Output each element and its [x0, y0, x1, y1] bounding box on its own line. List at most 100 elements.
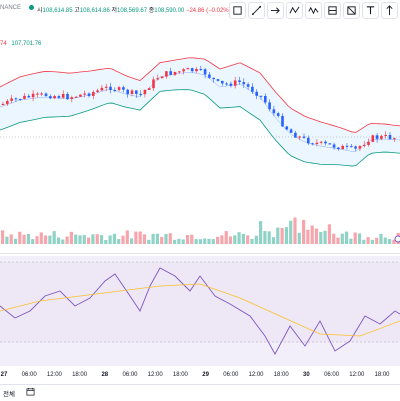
volume-bar — [392, 239, 396, 244]
trend-line-button[interactable] — [248, 2, 265, 19]
price-chart[interactable] — [0, 20, 400, 250]
bb-value-basis: 107,701.76 — [11, 41, 42, 47]
candle-body — [216, 79, 220, 81]
candle-body — [44, 93, 48, 97]
candle-body — [328, 143, 332, 145]
text-icon — [366, 6, 375, 15]
rectangle-tool-button[interactable] — [229, 2, 246, 19]
zigzag-tool-button[interactable] — [305, 2, 322, 19]
volume-bar — [349, 238, 353, 244]
volume-bar — [353, 232, 357, 244]
candle-body — [268, 102, 271, 110]
candle-body — [371, 135, 375, 142]
volume-bar — [26, 233, 30, 244]
calendar-icon[interactable] — [26, 387, 35, 396]
volume-bar — [48, 235, 52, 244]
volume-bar — [220, 235, 224, 244]
candle-body — [393, 138, 396, 140]
volume-bar — [250, 238, 254, 244]
candle-body — [203, 69, 207, 75]
time-tick: 30 — [303, 372, 310, 378]
volume-bar — [147, 239, 151, 244]
volume-bar — [185, 235, 190, 244]
volume-bar — [306, 229, 310, 244]
volume-bar — [267, 231, 271, 244]
rsi-line — [0, 267, 400, 355]
volume-bar — [112, 233, 116, 244]
candle-body — [100, 87, 104, 91]
candle-body — [233, 80, 237, 86]
pattern-tool-button[interactable] — [286, 2, 303, 19]
zigzag-icon — [308, 6, 319, 15]
volume-bar — [302, 219, 306, 244]
candle-body — [341, 145, 344, 150]
candle-body — [259, 95, 263, 97]
volume-bar — [173, 239, 177, 244]
volume-bar — [310, 225, 314, 244]
close-value: 108,590.00 — [154, 8, 185, 14]
bollinger-lower-line — [0, 89, 400, 167]
volume-bar — [56, 237, 61, 244]
time-tick: 06:00 — [324, 372, 340, 378]
volume-bar — [190, 234, 194, 244]
volume-bar — [91, 234, 95, 244]
low-label: 저 — [111, 8, 117, 14]
candle-body — [298, 136, 301, 138]
volume-bar — [332, 233, 336, 244]
market-status-dot — [29, 5, 34, 10]
short-position-icon — [347, 6, 356, 15]
pane-divider[interactable] — [0, 253, 400, 254]
candle-body — [27, 95, 31, 98]
volume-bar — [168, 233, 172, 244]
volume-bar — [233, 235, 237, 244]
volume-bar — [237, 232, 241, 244]
long-position-button[interactable] — [324, 2, 341, 19]
volume-bar — [263, 231, 267, 244]
short-position-button[interactable] — [343, 2, 360, 19]
volume-bar — [134, 231, 138, 244]
time-axis[interactable]: 27 06:00 12:00 18:00 28 06:00 12:00 18:00 29 06:0… — [0, 368, 400, 382]
candle-body — [285, 126, 289, 130]
volume-bar — [160, 237, 164, 244]
high-value: 108,614.86 — [79, 8, 110, 14]
volume-bar — [241, 233, 245, 244]
candle-body — [87, 93, 91, 96]
symbol-name[interactable]: NANCE — [0, 5, 22, 11]
candle-body — [143, 89, 147, 95]
candle-body — [6, 100, 9, 104]
rsi-pane[interactable] — [0, 256, 400, 366]
text-tool-button[interactable] — [362, 2, 379, 19]
volume-bar — [121, 235, 125, 244]
volume-bar — [314, 228, 319, 244]
high-label: 고 — [74, 8, 80, 14]
candle-body — [152, 79, 155, 89]
volume-bar — [383, 237, 387, 244]
volume-bar — [9, 234, 13, 244]
time-tick: 18:00 — [172, 372, 188, 378]
candle-body — [135, 90, 138, 94]
low-value: 108,569.67 — [117, 8, 148, 14]
change-value: −24.86 (−0.02%) — [185, 8, 231, 14]
volume-bar — [211, 238, 215, 244]
candle-body — [49, 96, 52, 99]
volume-bar — [155, 233, 159, 244]
measure-icon — [386, 5, 393, 16]
volume-bar — [280, 227, 284, 244]
time-tick: 12:00 — [147, 372, 163, 378]
rsi-chart — [0, 261, 400, 355]
arrow-tool-button[interactable] — [267, 2, 284, 19]
volume-bar — [78, 235, 82, 244]
candle-body — [246, 84, 250, 87]
candle-body — [380, 135, 383, 139]
volume-bar — [366, 237, 370, 244]
candle-body — [272, 109, 276, 114]
volume-bar — [125, 230, 129, 244]
volume-bar — [362, 239, 366, 244]
volume-bar — [13, 238, 18, 244]
time-tick: 27 — [0, 372, 8, 378]
range-all-button[interactable]: 전체 — [3, 391, 15, 398]
candle-body — [57, 96, 61, 98]
candle-body — [190, 68, 194, 72]
measure-tool-button[interactable] — [381, 2, 398, 19]
bollinger-legend: 74 107,701.76 — [0, 41, 44, 47]
